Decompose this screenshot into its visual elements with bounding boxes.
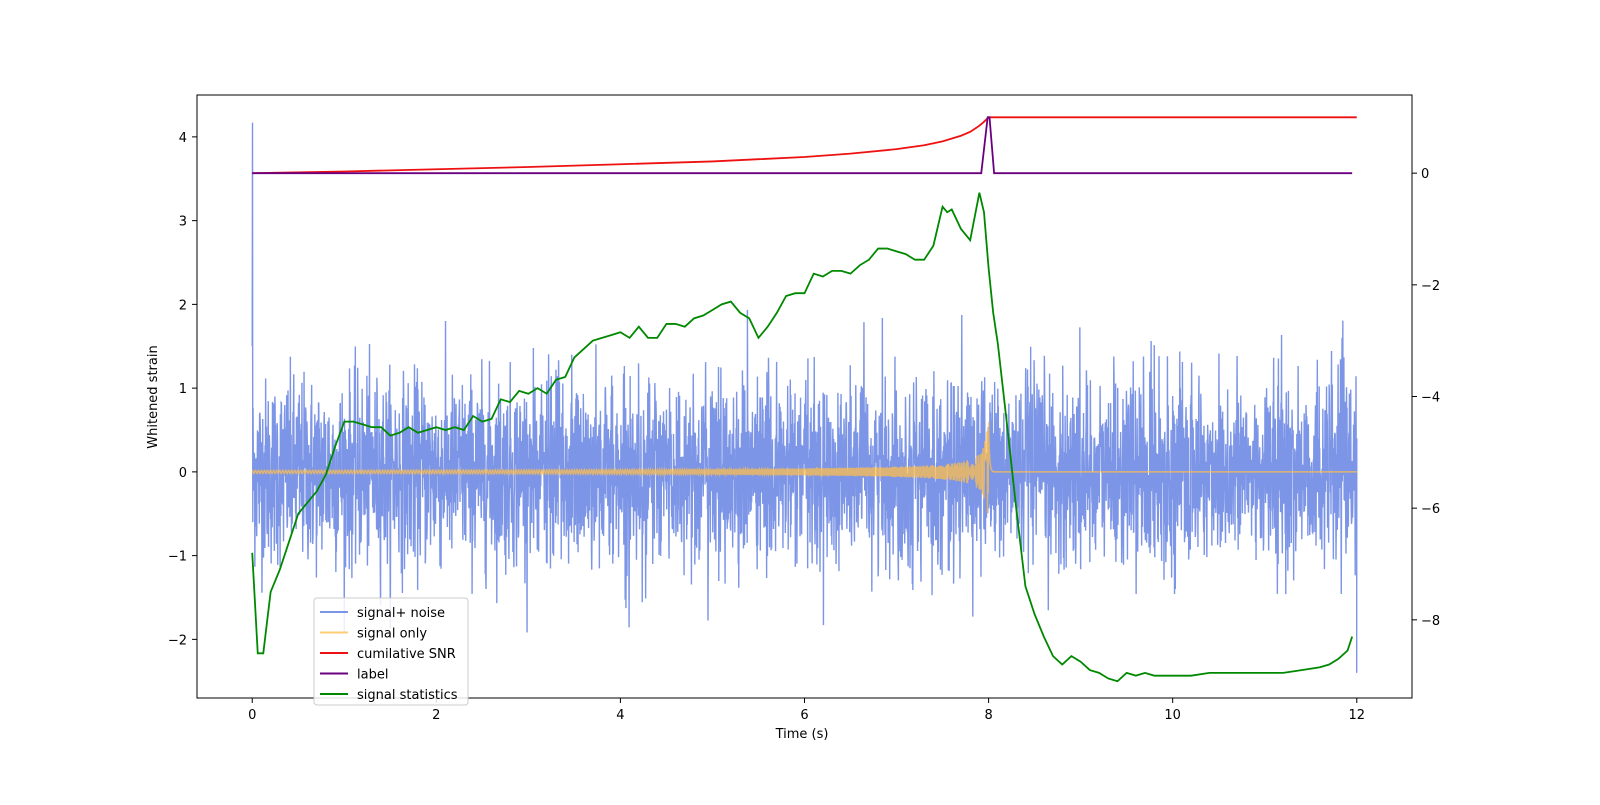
series-line-cumilative-snr <box>252 116 1357 175</box>
y-tick-label: 3 <box>179 215 187 230</box>
x-tick-label: 8 <box>984 708 992 723</box>
series-line-label <box>252 116 1353 175</box>
y2-tick-label: 0 <box>1421 167 1429 182</box>
series-line-signal-noise <box>251 122 1358 673</box>
x-tick-label: 4 <box>616 708 624 723</box>
y2-tick-label: −8 <box>1421 614 1440 629</box>
y2-tick-label: −2 <box>1421 279 1440 294</box>
y-axis-right: −8 −6 −4 −2 0 <box>1412 167 1440 629</box>
y2-tick-label: −4 <box>1421 391 1440 406</box>
legend: signal+ noise signal only cumilative SNR la… <box>313 597 469 706</box>
y-tick-label: 0 <box>179 466 187 481</box>
x-tick-label: 6 <box>800 708 808 723</box>
y-tick-label: 1 <box>179 382 187 397</box>
legend-label-signal-statistics: signal statistics <box>357 688 458 703</box>
y2-tick-label: −6 <box>1421 502 1440 517</box>
legend-box <box>313 597 469 706</box>
x-tick-label: 10 <box>1164 708 1181 723</box>
x-axis-label: Time (s) <box>775 727 829 742</box>
y-tick-label: 4 <box>179 131 187 146</box>
x-tick-label: 12 <box>1348 708 1365 723</box>
y-tick-label: −1 <box>168 550 187 565</box>
series-line-signal-only <box>251 421 1357 513</box>
series-line-signal-statistics <box>251 192 1354 683</box>
y-tick-label: −2 <box>168 633 187 648</box>
series-layer <box>251 116 1358 683</box>
y-tick-label: 2 <box>179 298 187 313</box>
legend-label-cumilative-snr: cumilative SNR <box>357 647 456 662</box>
legend-label-label: label <box>357 668 388 683</box>
y-axis-label: Whitened strain <box>146 345 161 448</box>
legend-label-signal-only: signal only <box>357 627 427 642</box>
x-tick-label: 0 <box>248 708 256 723</box>
legend-label-signal-noise: signal+ noise <box>357 606 445 621</box>
y-axis-left: −2 −1 0 1 2 3 4 <box>168 131 197 648</box>
x-tick-label: 2 <box>432 708 440 723</box>
